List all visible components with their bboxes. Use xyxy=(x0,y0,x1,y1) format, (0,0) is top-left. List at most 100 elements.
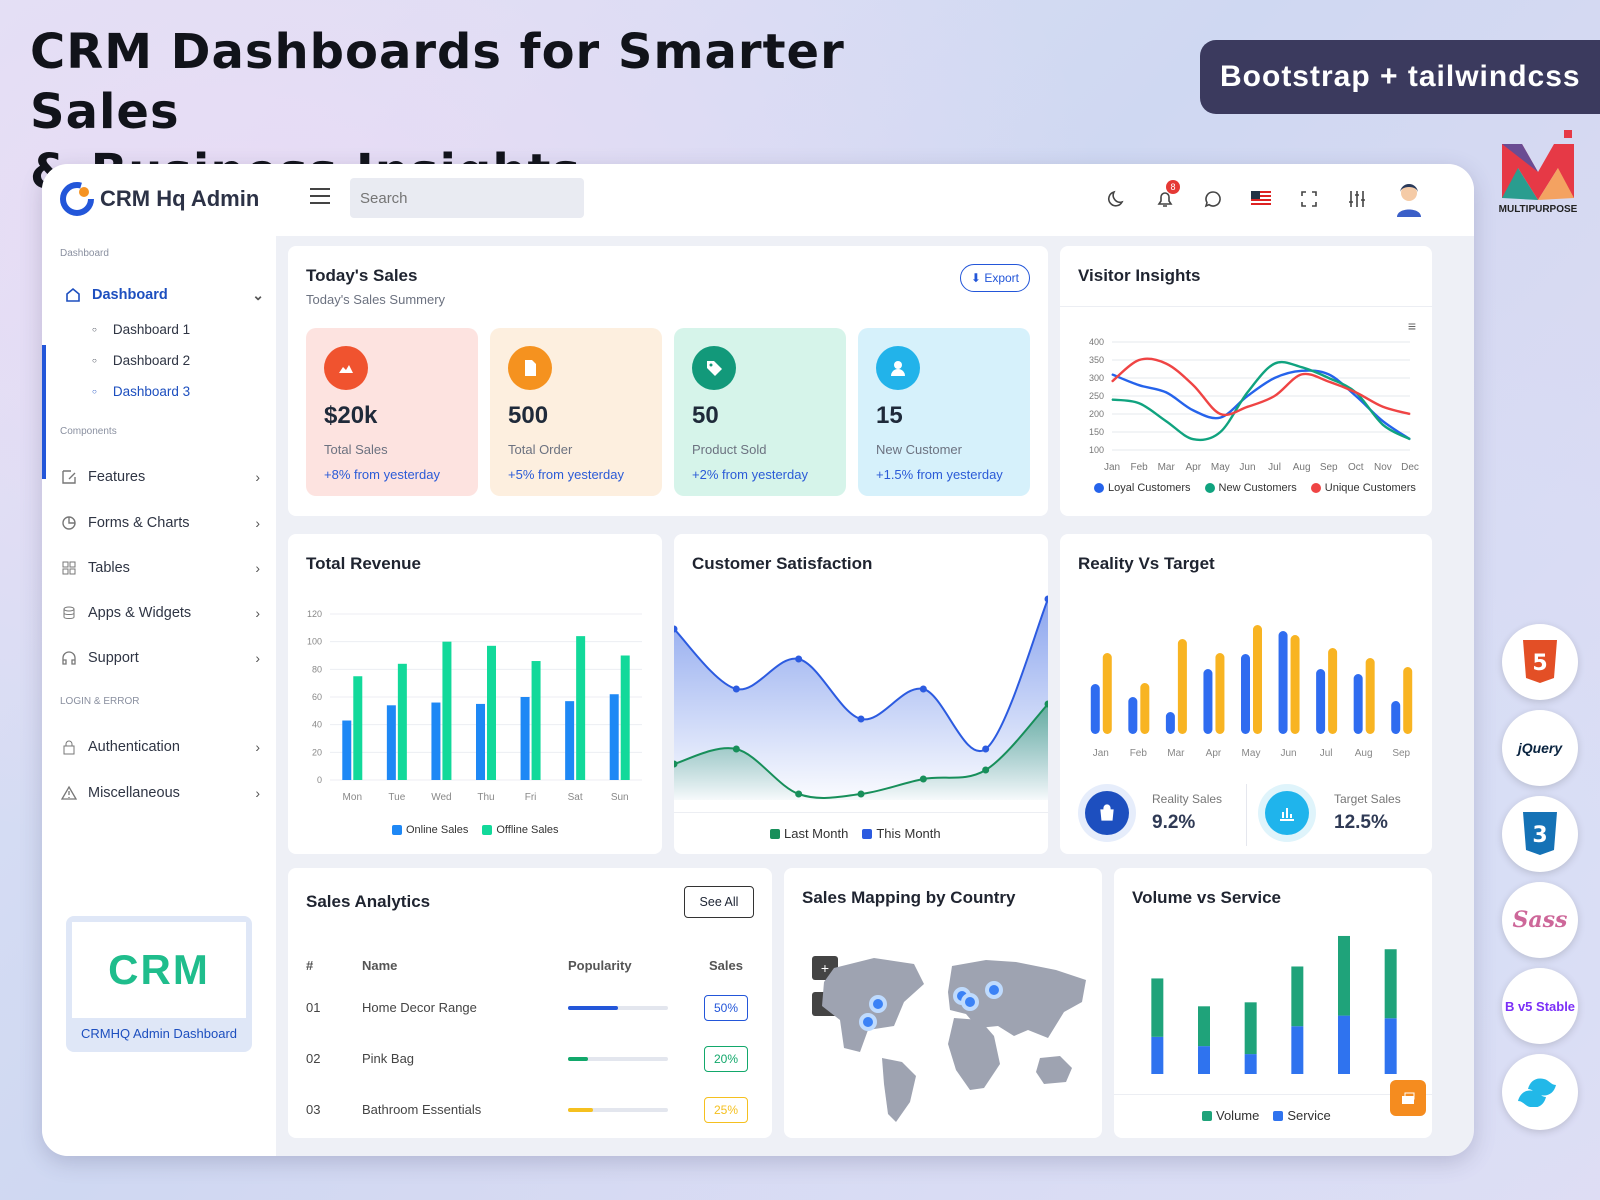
data-point[interactable] xyxy=(732,685,740,693)
map-marker[interactable] xyxy=(961,993,979,1011)
legend-item[interactable]: New Customers xyxy=(1204,482,1297,494)
sidebar-item-authentication[interactable]: Authentication › xyxy=(60,738,260,756)
stat-card[interactable]: 500 Total Order +5% from yesterday xyxy=(490,328,662,496)
data-point[interactable] xyxy=(732,745,740,753)
us-flag-icon[interactable] xyxy=(1248,186,1274,212)
bar-segment[interactable] xyxy=(1291,966,1304,1027)
bar-segment[interactable] xyxy=(1384,949,1397,1019)
stat-card[interactable]: $20k Total Sales +8% from yesterday xyxy=(306,328,478,496)
legend-item[interactable]: Loyal Customers xyxy=(1094,482,1191,494)
legend-item[interactable]: This Month xyxy=(862,826,941,841)
bar[interactable] xyxy=(609,694,619,780)
legend-item[interactable]: Unique Customers xyxy=(1310,482,1416,494)
bar[interactable] xyxy=(1140,683,1150,734)
sidebar-item-forms-charts[interactable]: Forms & Charts › xyxy=(60,514,260,532)
bar[interactable] xyxy=(1391,701,1401,734)
promo-card[interactable]: CRM CRMHQ Admin Dashboard xyxy=(66,916,252,1052)
sidebar-subitem-dashboard-2[interactable]: Dashboard 2 xyxy=(92,353,190,368)
bar[interactable] xyxy=(1102,653,1112,734)
bar[interactable] xyxy=(342,720,352,780)
user-avatar[interactable] xyxy=(1392,180,1426,218)
bar[interactable] xyxy=(620,655,630,781)
sidebar-item-features[interactable]: Features › xyxy=(60,468,260,486)
data-point[interactable] xyxy=(857,715,865,723)
chart-menu-icon[interactable]: ≡ xyxy=(1407,318,1416,334)
bar[interactable] xyxy=(397,663,407,780)
bar[interactable] xyxy=(1278,631,1288,734)
export-button[interactable]: ⬇ Export xyxy=(959,264,1030,292)
bar[interactable] xyxy=(1241,654,1250,734)
bar[interactable] xyxy=(1090,684,1100,734)
legend-item[interactable]: Service xyxy=(1273,1108,1331,1123)
bar[interactable] xyxy=(531,661,541,780)
bar-segment[interactable] xyxy=(1244,1002,1257,1055)
bar-segment[interactable] xyxy=(1198,1006,1210,1047)
sidebar-item-tables[interactable]: Tables › xyxy=(60,559,260,577)
bar[interactable] xyxy=(1177,639,1187,734)
bar-segment[interactable] xyxy=(1244,1054,1257,1074)
data-point[interactable] xyxy=(919,775,927,783)
bar-segment[interactable] xyxy=(1338,935,1350,1016)
data-point[interactable] xyxy=(674,625,678,633)
sidebar-item-apps-widgets[interactable]: Apps & Widgets › xyxy=(60,604,260,622)
data-point[interactable] xyxy=(1044,700,1049,708)
notification-bell-icon[interactable]: 8 xyxy=(1152,180,1180,212)
bar-segment[interactable] xyxy=(1151,978,1164,1037)
bar[interactable] xyxy=(1328,648,1338,734)
data-point[interactable] xyxy=(795,790,803,798)
bar[interactable] xyxy=(1316,669,1326,734)
app-logo[interactable]: CRM Hq Admin xyxy=(60,182,259,216)
bar[interactable] xyxy=(1403,667,1413,734)
bar-segment[interactable] xyxy=(1384,1018,1397,1074)
floating-action-icon[interactable] xyxy=(1390,1080,1426,1116)
sidebar-subitem-dashboard-3[interactable]: Dashboard 3 xyxy=(92,384,190,399)
data-point[interactable] xyxy=(795,655,803,663)
map-marker[interactable] xyxy=(859,1013,877,1031)
bar[interactable] xyxy=(353,676,363,780)
bar[interactable] xyxy=(1290,635,1300,734)
bar-segment[interactable] xyxy=(1338,1015,1350,1074)
data-point[interactable] xyxy=(674,760,678,768)
dark-mode-icon[interactable] xyxy=(1104,186,1130,212)
table-row[interactable]: 02 Pink Bag 20% xyxy=(306,1033,756,1084)
bar[interactable] xyxy=(386,705,396,780)
data-point[interactable] xyxy=(857,790,865,798)
data-point[interactable] xyxy=(982,766,990,774)
legend-item[interactable]: Last Month xyxy=(770,826,848,841)
bar[interactable] xyxy=(442,641,452,780)
data-point[interactable] xyxy=(1044,595,1049,603)
bar[interactable] xyxy=(1365,658,1375,734)
legend-item[interactable]: Online Sales xyxy=(392,824,468,836)
sidebar-item-dashboard[interactable]: Dashboard ⌄ xyxy=(64,286,264,304)
bar[interactable] xyxy=(1203,669,1213,734)
bar[interactable] xyxy=(1253,625,1262,734)
sidebar-item-miscellaneous[interactable]: Miscellaneous › xyxy=(60,784,260,802)
bar[interactable] xyxy=(1353,674,1363,734)
fullscreen-icon[interactable] xyxy=(1296,186,1322,212)
bar[interactable] xyxy=(520,697,530,780)
map-marker[interactable] xyxy=(869,995,887,1013)
sidebar-subitem-dashboard-1[interactable]: Dashboard 1 xyxy=(92,322,190,337)
data-point[interactable] xyxy=(919,685,927,693)
search-input[interactable] xyxy=(350,178,584,218)
table-row[interactable]: 03 Bathroom Essentials 25% xyxy=(306,1084,756,1135)
legend-item[interactable]: Volume xyxy=(1202,1108,1259,1123)
see-all-button[interactable]: See All xyxy=(684,886,754,918)
bar[interactable] xyxy=(565,701,575,780)
map-marker[interactable] xyxy=(985,981,1003,999)
bar-segment[interactable] xyxy=(1198,1046,1210,1074)
chat-icon[interactable] xyxy=(1200,186,1226,212)
bar-segment[interactable] xyxy=(1291,1026,1304,1074)
bar-segment[interactable] xyxy=(1151,1036,1164,1074)
data-point[interactable] xyxy=(982,745,990,753)
table-row[interactable]: 01 Home Decor Range 50% xyxy=(306,982,756,1033)
stat-card[interactable]: 15 New Customer +1.5% from yesterday xyxy=(858,328,1030,496)
bar[interactable] xyxy=(431,702,441,780)
menu-toggle-icon[interactable] xyxy=(310,188,330,204)
stat-card[interactable]: 50 Product Sold +2% from yesterday xyxy=(674,328,846,496)
legend-item[interactable]: Offline Sales xyxy=(482,824,559,836)
bar[interactable] xyxy=(1128,697,1138,734)
bar[interactable] xyxy=(576,636,586,780)
sidebar-item-support[interactable]: Support › xyxy=(60,649,260,667)
bar[interactable] xyxy=(1165,712,1175,734)
